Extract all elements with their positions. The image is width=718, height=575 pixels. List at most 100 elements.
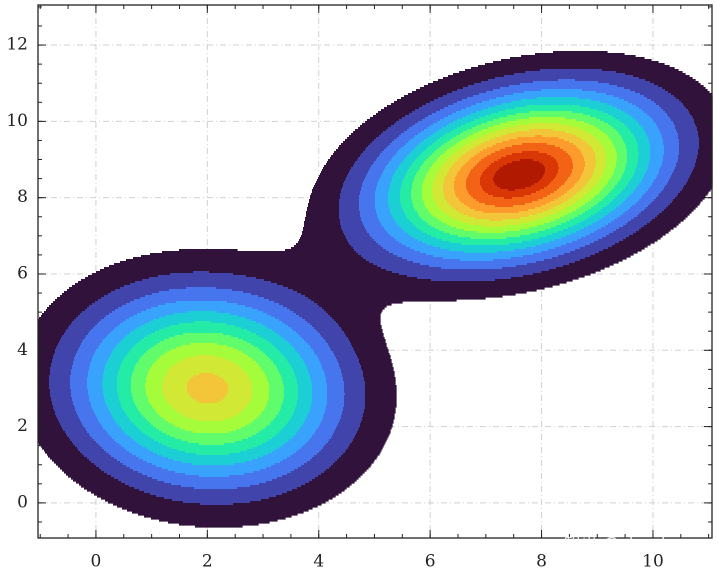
contour-band [694, 167, 713, 170]
contour-band [89, 367, 106, 370]
contour-band [293, 311, 327, 314]
contour-band [638, 161, 650, 164]
contour-band [377, 213, 392, 216]
contour-band [674, 95, 713, 98]
contour-band [39, 317, 77, 320]
contour-band [535, 207, 554, 210]
contour-band [93, 355, 111, 358]
contour-band [304, 223, 341, 226]
contour-band [320, 423, 339, 426]
contour-band [256, 433, 278, 436]
contour-band [169, 403, 249, 406]
contour-band [292, 345, 311, 348]
contour-band [355, 351, 389, 354]
contour-band [275, 331, 297, 334]
x-tick-label: 8 [536, 552, 547, 572]
contour-band [662, 135, 679, 138]
contour-band [545, 169, 559, 172]
contour-band [439, 229, 465, 232]
contour-band [423, 183, 434, 186]
contour-band [436, 111, 457, 114]
contour-band [389, 233, 409, 236]
contour-band [585, 185, 596, 188]
contour-band [507, 133, 573, 136]
contour-band [595, 165, 607, 168]
contour-band [159, 329, 248, 332]
contour-band [248, 375, 267, 378]
contour-band [105, 367, 121, 370]
contour-band [175, 425, 246, 428]
contour-band [72, 441, 97, 444]
contour-band [557, 173, 572, 176]
contour-band [339, 215, 361, 218]
contour-band [699, 145, 713, 148]
contour-band [583, 155, 596, 158]
contour-band [365, 381, 396, 384]
contour-band [38, 345, 58, 348]
contour-band [631, 131, 646, 134]
contour-band [228, 387, 253, 390]
contour-band [312, 435, 333, 438]
contour-band [123, 463, 153, 466]
contour-band [297, 383, 313, 386]
contour-band [285, 425, 303, 428]
contour-band [506, 155, 552, 158]
contour-band [436, 131, 451, 134]
contour-band [341, 369, 363, 372]
contour-band [428, 157, 439, 160]
contour-band [482, 101, 512, 104]
contour-band [571, 125, 595, 128]
contour-band [105, 399, 120, 402]
contour-band [142, 279, 265, 282]
contour-band [38, 369, 51, 372]
contour-band [608, 223, 627, 226]
contour-band [148, 399, 167, 402]
contour-band [38, 335, 63, 338]
contour-band [582, 213, 596, 216]
contour-band [403, 209, 416, 212]
contour-band [174, 313, 231, 316]
contour-band [344, 383, 366, 386]
contour-band [416, 89, 458, 92]
contour-band [440, 167, 451, 170]
contour-band [138, 361, 156, 364]
contour-band [348, 241, 377, 244]
contour-band [649, 163, 663, 166]
contour-band [671, 93, 712, 96]
contour-band [624, 99, 652, 102]
contour-band [474, 83, 521, 86]
contour-band [45, 451, 81, 454]
contour-band [131, 437, 152, 440]
contour-band [417, 227, 436, 230]
contour-band [522, 151, 540, 154]
contour-band [675, 125, 697, 128]
contour-band [114, 419, 131, 422]
contour-band [317, 179, 346, 182]
contour-band [292, 489, 345, 492]
contour-band [323, 337, 349, 340]
contour-band [633, 175, 645, 178]
contour-band [70, 381, 88, 384]
contour-band [277, 433, 297, 436]
contour-band [122, 361, 139, 364]
contour-band [447, 141, 460, 144]
contour-band [142, 431, 163, 434]
contour-band [654, 179, 670, 182]
contour-band [668, 181, 688, 184]
contour-band [415, 209, 429, 212]
contour-band [291, 327, 315, 330]
contour-band [590, 107, 618, 110]
contour-band [419, 215, 434, 218]
contour-band [576, 201, 589, 204]
contour-band [308, 343, 329, 346]
contour-band [560, 217, 575, 220]
contour-band [450, 167, 462, 170]
contour-band [593, 173, 604, 176]
contour-band [321, 335, 347, 338]
contour-band [384, 227, 402, 230]
contour-band [146, 393, 164, 396]
contour-band [310, 197, 341, 200]
contour-band [38, 401, 53, 404]
contour-band [111, 413, 127, 416]
contour-band [452, 113, 472, 116]
